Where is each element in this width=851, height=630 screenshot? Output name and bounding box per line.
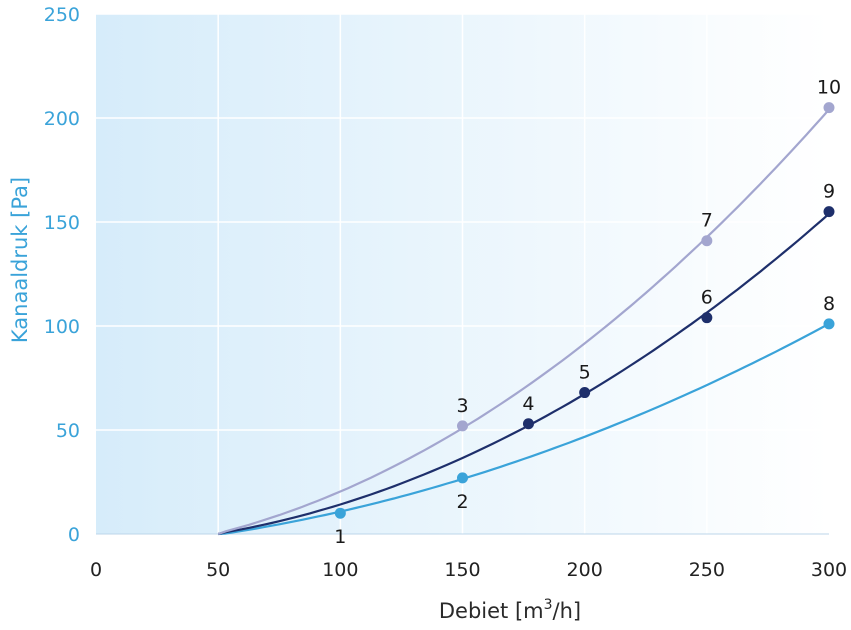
x-axis-title-tail: /h] xyxy=(553,599,582,623)
data-point-6 xyxy=(701,312,713,324)
data-point-2 xyxy=(457,472,468,484)
x-tick-label: 50 xyxy=(206,559,230,581)
series-lines xyxy=(217,108,830,536)
point-label-5: 5 xyxy=(579,362,591,384)
x-tick-label: 0 xyxy=(90,559,102,581)
x-axis-title: Debiet [m3/h] xyxy=(439,597,581,623)
data-point-1 xyxy=(334,507,346,519)
data-point-4 xyxy=(522,418,534,430)
data-point-7 xyxy=(701,235,713,247)
series-line-3 xyxy=(217,108,830,536)
grid xyxy=(96,13,830,534)
point-label-3: 3 xyxy=(456,395,468,417)
data-point-10 xyxy=(823,102,835,114)
x-axis-title-main: Debiet [m xyxy=(439,599,544,623)
point-label-2: 2 xyxy=(456,491,468,513)
x-axis-title-superscript: 3 xyxy=(544,597,553,613)
data-point-3 xyxy=(457,420,468,432)
axes: 0 50 100 150 200 250 0 50 100 150 200 250 300 xyxy=(44,4,847,581)
series-line-2 xyxy=(217,212,830,536)
data-point-5 xyxy=(579,387,591,399)
y-tick-label: 250 xyxy=(44,4,80,26)
point-label-4: 4 xyxy=(522,393,534,415)
data-point-9 xyxy=(823,206,835,218)
y-axis-title: Kanaaldruk [Pa] xyxy=(8,177,32,343)
x-tick-label: 150 xyxy=(444,559,480,581)
series-line-1 xyxy=(218,322,830,536)
point-label-6: 6 xyxy=(701,287,713,309)
y-tick-label: 200 xyxy=(44,108,80,130)
y-tick-label: 0 xyxy=(68,524,80,546)
point-label-10: 10 xyxy=(817,77,841,99)
data-point-8 xyxy=(823,318,835,330)
x-tick-label: 100 xyxy=(322,559,358,581)
x-tick-label: 200 xyxy=(567,559,603,581)
point-label-7: 7 xyxy=(701,210,713,232)
x-tick-label: 300 xyxy=(811,559,847,581)
y-tick-label: 150 xyxy=(44,212,80,234)
point-label-9: 9 xyxy=(823,181,835,203)
y-tick-label: 100 xyxy=(44,316,80,338)
y-tick-label: 50 xyxy=(56,420,80,442)
point-label-1: 1 xyxy=(334,526,346,548)
data-points xyxy=(334,102,835,519)
point-label-8: 8 xyxy=(823,293,835,315)
x-tick-label: 250 xyxy=(689,559,725,581)
